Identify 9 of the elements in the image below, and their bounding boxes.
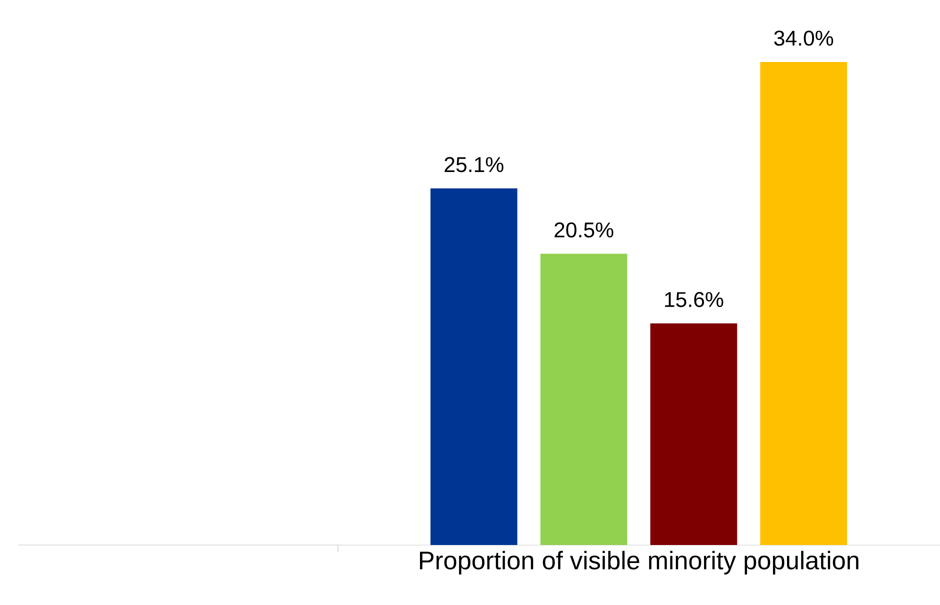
bar: [760, 62, 848, 545]
data-label: 20.5%: [554, 222, 614, 238]
x-axis-title: Proportion of visible minority population: [420, 550, 858, 574]
data-label: 34.0%: [774, 30, 834, 46]
data-label: 15.6%: [665, 292, 724, 308]
bar: [430, 188, 518, 545]
bar: [540, 254, 628, 545]
bar: [650, 323, 738, 545]
data-label: 25.1%: [444, 157, 504, 172]
